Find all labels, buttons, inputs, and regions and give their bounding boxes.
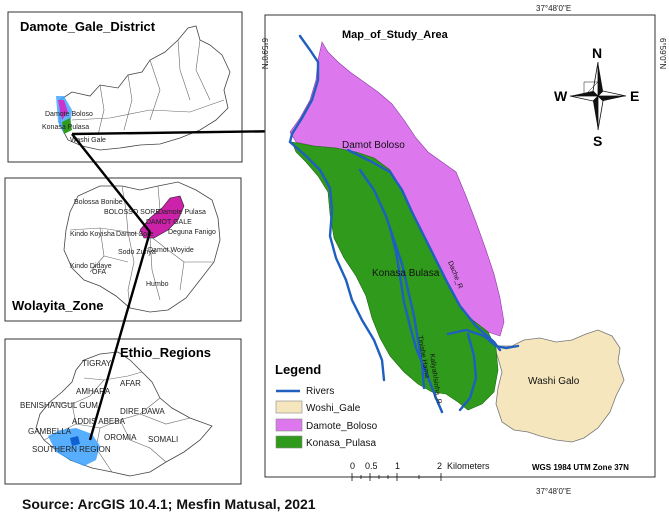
ethiopia-label-oromia: OROMIA bbox=[104, 433, 137, 442]
district-label-konasa: Konasa Pulasa bbox=[42, 124, 89, 131]
washi-gale-area bbox=[493, 329, 625, 443]
scale-bar: 0 0.5 1 2 Kilometers bbox=[350, 461, 490, 481]
ethiopia-highlight bbox=[48, 428, 100, 466]
ethiopia-label-southern: SOUTHERN REGION bbox=[32, 445, 111, 454]
compass-rose: N S E W bbox=[554, 45, 639, 149]
zone-inset-title: Wolayita_Zone bbox=[12, 298, 104, 313]
river-east bbox=[446, 328, 498, 348]
label-washi-galo: Washi Galo bbox=[528, 376, 580, 387]
zone-label-10: OFA bbox=[92, 269, 106, 276]
zone-label-1: BOLOSSO SORE bbox=[104, 209, 160, 216]
right-coordinate: 6°59'0"N bbox=[658, 38, 667, 69]
legend-damote-swatch bbox=[275, 418, 303, 432]
zone-label-11: Humbo bbox=[146, 281, 169, 288]
river-upper-east bbox=[288, 140, 348, 282]
left-coordinate: 6°59'0"N bbox=[260, 38, 269, 69]
zone-highlight bbox=[139, 195, 185, 239]
legend-woshi-swatch bbox=[275, 400, 303, 414]
ethiopia-label-somali: SOMALI bbox=[148, 435, 178, 444]
zone-inset: Bolossa Bonibe BOLOSSO SORE Damote Pulas… bbox=[4, 177, 242, 322]
legend-konasa-label: Konasa_Pulasa bbox=[306, 438, 376, 449]
scale-tick-1: 0.5 bbox=[365, 461, 378, 471]
legend-konasa-swatch bbox=[275, 435, 303, 449]
legend-damote-label: Damote_Boloso bbox=[306, 421, 378, 432]
zone-label-9: Kindo Didaye bbox=[70, 263, 112, 270]
label-konasa-bulasa: Konasa Bulasa bbox=[372, 268, 440, 279]
source-caption: Source: ArcGIS 10.4.1; Mesfin Matusal, 2… bbox=[22, 496, 316, 512]
scale-tick-0: 0 bbox=[350, 461, 355, 471]
river-kaliyah bbox=[388, 226, 444, 414]
ethiopia-label-afar: AFAR bbox=[120, 379, 141, 388]
legend-woshi-label: Woshi_Gale bbox=[306, 403, 361, 414]
projection-label: WGS 1984 UTM Zone 37N bbox=[532, 463, 629, 472]
district-label-washi: Washi Gale bbox=[70, 137, 106, 144]
ethiopia-label-amhara: AMHARA bbox=[76, 387, 111, 396]
top-coordinate: 37°48'0"E bbox=[536, 4, 571, 13]
zone-label-7: Sodo Zuriya bbox=[118, 249, 156, 256]
river-right-lower bbox=[458, 332, 478, 412]
legend-rivers-label: Rivers bbox=[306, 386, 334, 397]
scale-tick-3: 2 bbox=[437, 461, 442, 471]
ethiopia-inset: Ethio_Regions TIGRAY AFAR AMHARA BENISHA… bbox=[4, 338, 242, 485]
main-map: 37°48'0"E 37°48'0"E 6°59'0"N 6°59'0"N Ma… bbox=[260, 4, 667, 496]
district-boundary bbox=[59, 25, 231, 151]
main-map-title: Map_of_Study_Area bbox=[342, 29, 449, 41]
river-dache bbox=[346, 148, 502, 352]
inset-connectors bbox=[71, 129, 291, 441]
district-inset-title: Damote_Gale_District bbox=[20, 19, 156, 34]
compass-e: E bbox=[630, 88, 639, 104]
compass-w: W bbox=[554, 88, 568, 104]
ethiopia-inset-title: Ethio_Regions bbox=[120, 345, 211, 360]
zone-label-0: Bolossa Bonibe bbox=[74, 199, 123, 206]
legend: Legend Rivers Woshi_Gale Damote_Boloso K… bbox=[275, 362, 378, 449]
rivers bbox=[288, 34, 520, 414]
river-west-lower bbox=[344, 278, 386, 382]
zone-label-2: Damote Pulasa bbox=[158, 209, 206, 216]
label-damot-boloso: Damot Boloso bbox=[342, 140, 405, 151]
scale-unit: Kilometers bbox=[447, 461, 490, 471]
ethiopia-label-gambella: GAMBELLA bbox=[28, 427, 72, 436]
ethiopia-label-benishangul: BENISHANGUL GUM bbox=[20, 401, 98, 410]
zone-label-8: Damot Woyide bbox=[148, 247, 194, 254]
river-outflow bbox=[494, 344, 520, 350]
river-north bbox=[288, 34, 320, 144]
legend-title: Legend bbox=[275, 362, 321, 377]
zone-boundary bbox=[63, 181, 221, 313]
river-tinishe bbox=[358, 168, 426, 390]
district-inset: Damote_Gale_District Damote Boloso Konas… bbox=[7, 11, 243, 163]
district-label-boloso: Damote Boloso bbox=[45, 111, 93, 118]
ethiopia-label-diredawa: DIRE DAWA bbox=[120, 407, 165, 416]
scale-tick-2: 1 bbox=[395, 461, 400, 471]
compass-s: S bbox=[593, 133, 602, 149]
compass-n: N bbox=[592, 45, 602, 61]
ethiopia-label-addis: ADDIS ABEBA bbox=[72, 417, 126, 426]
ethiopia-label-tigray: TIGRAY bbox=[82, 359, 112, 368]
bottom-coordinate: 37°48'0"E bbox=[536, 487, 571, 496]
zone-label-3: DAMOT GALE bbox=[146, 219, 192, 226]
zone-label-5: Damot Sore bbox=[116, 231, 153, 238]
zone-label-4: Kindo Koyisha bbox=[70, 231, 115, 238]
zone-label-6: Deguna Fanigo bbox=[168, 229, 216, 236]
